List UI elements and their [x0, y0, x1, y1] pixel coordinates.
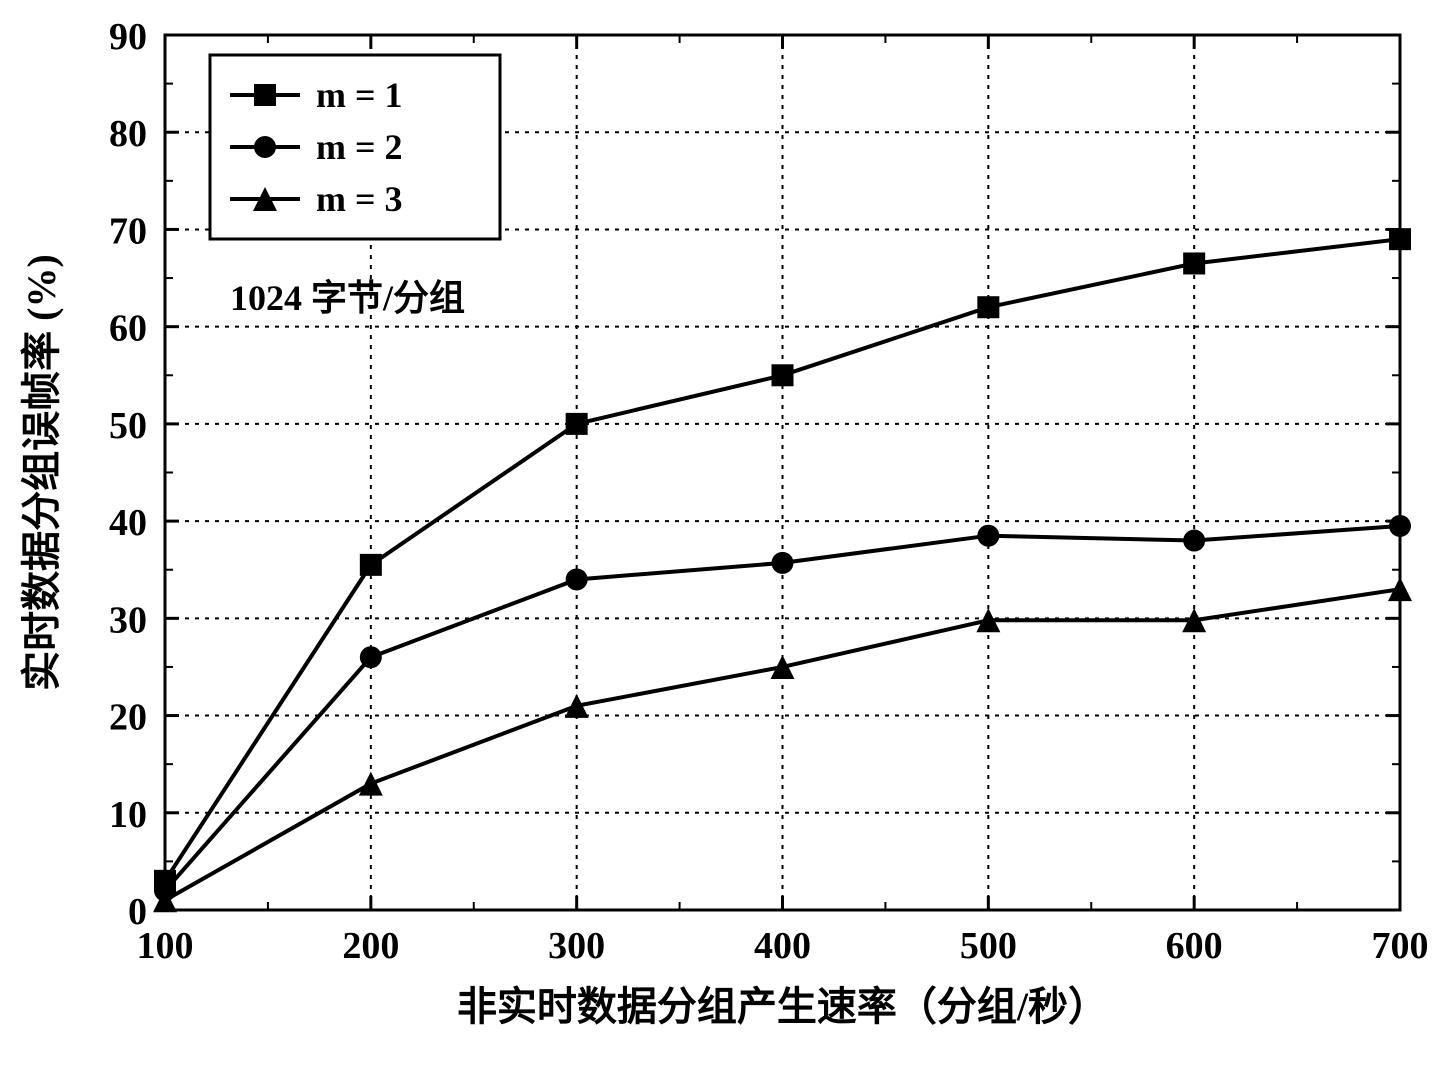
y-tick-label: 0 — [128, 891, 147, 933]
y-tick-label: 60 — [109, 308, 147, 350]
y-tick-label: 10 — [109, 794, 147, 836]
x-axis-label: 非实时数据分组产生速率（分组/秒） — [457, 984, 1108, 1029]
x-tick-label: 400 — [754, 925, 811, 967]
chart-container: 1002003004005006007000102030405060708090… — [0, 0, 1441, 1075]
legend-item-label: m = 1 — [316, 75, 403, 115]
x-tick-label: 600 — [1166, 925, 1223, 967]
legend-item-label: m = 2 — [316, 127, 403, 167]
line-chart: 1002003004005006007000102030405060708090… — [0, 0, 1441, 1075]
annotation-text: 1024 字节/分组 — [230, 278, 465, 318]
x-tick-label: 300 — [548, 925, 605, 967]
x-tick-label: 200 — [342, 925, 399, 967]
y-tick-label: 80 — [109, 113, 147, 155]
y-tick-label: 30 — [109, 599, 147, 641]
x-tick-label: 700 — [1372, 925, 1429, 967]
y-tick-label: 50 — [109, 405, 147, 447]
y-tick-label: 70 — [109, 210, 147, 252]
x-tick-label: 500 — [960, 925, 1017, 967]
legend: m = 1 m = 2 m = 3 — [210, 55, 500, 239]
y-tick-label: 40 — [109, 502, 147, 544]
y-tick-label: 20 — [109, 697, 147, 739]
y-tick-label: 90 — [109, 16, 147, 58]
y-axis-label: 实时数据分组误帧率 (%) — [19, 254, 64, 691]
legend-item-label: m = 3 — [316, 179, 403, 219]
